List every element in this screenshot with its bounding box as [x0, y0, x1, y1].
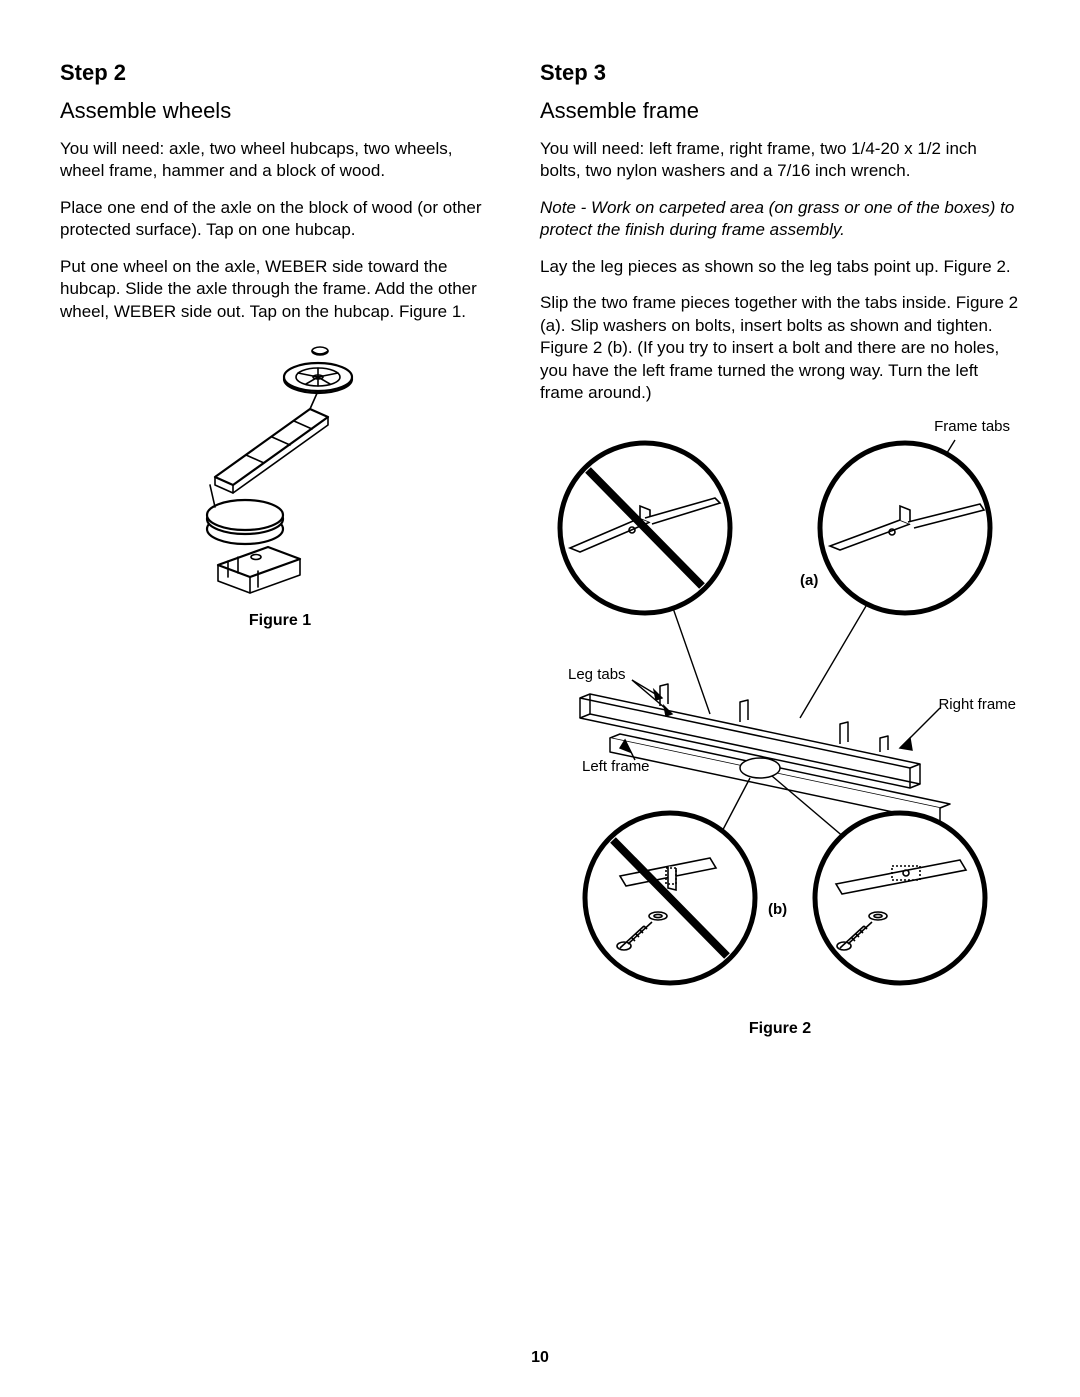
step3-p1: You will need: left frame, right frame, …: [540, 138, 1020, 183]
step2-subheading: Assemble wheels: [60, 98, 500, 124]
left-column: Step 2 Assemble wheels You will need: ax…: [60, 60, 500, 1038]
figure2-caption: Figure 2: [540, 1020, 1020, 1038]
label-frame-tabs: Frame tabs: [934, 418, 1010, 435]
figure2-drawing: [540, 418, 1020, 1008]
label-b: (b): [768, 901, 787, 918]
label-a: (a): [800, 572, 818, 589]
step3-note: Note - Work on carpeted area (on grass o…: [540, 197, 1020, 242]
step2-p2: Place one end of the axle on the block o…: [60, 197, 500, 242]
figure1-wrap: Figure 1: [60, 337, 500, 630]
figure2-wrap: Frame tabs (a) Leg tabs Right frame Left…: [540, 418, 1020, 1038]
step2-heading: Step 2: [60, 60, 500, 86]
page-number: 10: [0, 1349, 1080, 1367]
step3-heading: Step 3: [540, 60, 1020, 86]
step3-subheading: Assemble frame: [540, 98, 1020, 124]
label-right-frame: Right frame: [938, 696, 1016, 713]
step3-p3: Slip the two frame pieces together with …: [540, 292, 1020, 404]
label-left-frame: Left frame: [582, 758, 650, 775]
step2-p1: You will need: axle, two wheel hubcaps, …: [60, 138, 500, 183]
step2-p3: Put one wheel on the axle, WEBER side to…: [60, 256, 500, 323]
two-column-layout: Step 2 Assemble wheels You will need: ax…: [60, 60, 1020, 1038]
right-column: Step 3 Assemble frame You will need: lef…: [540, 60, 1020, 1038]
step3-p2: Lay the leg pieces as shown so the leg t…: [540, 256, 1020, 278]
label-leg-tabs: Leg tabs: [568, 666, 626, 683]
figure1-caption: Figure 1: [60, 612, 500, 630]
figure1-drawing: [160, 337, 400, 597]
